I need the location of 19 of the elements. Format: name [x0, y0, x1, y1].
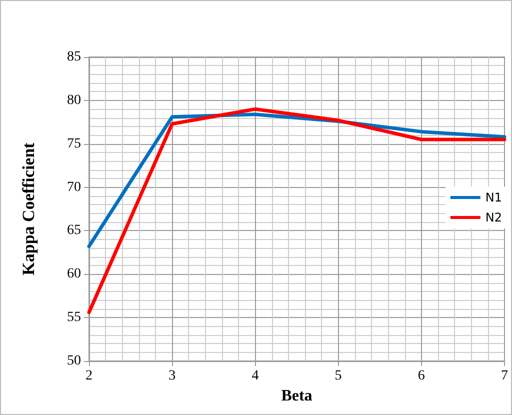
x-tick-label: 4	[252, 368, 259, 384]
y-tick-label: 70	[67, 180, 81, 195]
y-tick-label: 85	[67, 50, 81, 64]
x-tick-label: 2	[86, 368, 92, 384]
y-tick-label: 75	[67, 136, 81, 152]
x-tick-label: 5	[334, 368, 342, 384]
x-tick-label: 6	[418, 368, 425, 384]
x-axis-title: Beta	[281, 387, 312, 404]
x-tick-label: 3	[168, 368, 176, 384]
y-tick-label: 60	[67, 266, 81, 282]
y-axis-title: Kappa Coefficient	[19, 142, 38, 276]
y-tick-label: 65	[67, 223, 81, 238]
y-tick-label: 55	[67, 310, 81, 326]
x-tick-label: 7	[501, 368, 508, 384]
y-tick-label: 50	[67, 354, 81, 368]
legend-label: N1	[485, 190, 502, 204]
y-tick-label: 80	[67, 92, 81, 108]
line-series	[87, 107, 506, 314]
legend-label: N2	[485, 210, 502, 224]
